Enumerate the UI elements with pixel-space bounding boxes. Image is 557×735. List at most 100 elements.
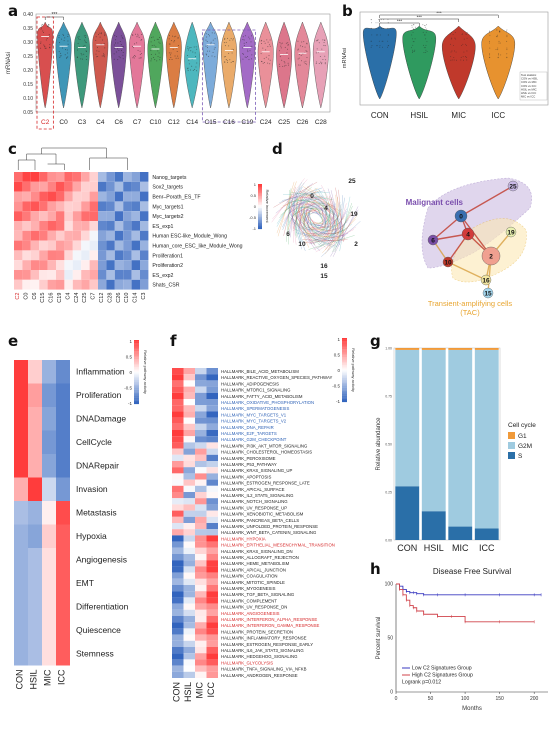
heatmap-cell-f [206, 423, 218, 430]
plot-frame-a [35, 13, 331, 113]
jitter-dot-a [233, 49, 235, 51]
network-edge-d [312, 191, 338, 220]
heatmap-cell-f [206, 647, 218, 654]
jitter-dot-a [153, 39, 155, 41]
violin-b [362, 25, 397, 100]
heatmap-cell-e [14, 454, 28, 478]
jitter-dot-a [133, 54, 135, 56]
heatmap-cell-f [206, 535, 218, 542]
x-tick-b: MIC [451, 111, 466, 120]
cluster-label-d: 2 [354, 241, 358, 248]
graph-node-label-d: 0 [459, 214, 463, 221]
legend-title-e: Relative pathway activity [143, 350, 148, 394]
jitter-dot-a [283, 61, 285, 63]
heatmap-cell-f [206, 566, 218, 573]
col-label-e: ICC [56, 669, 66, 685]
jitter-dot-a [136, 42, 138, 44]
jitter-dot-a [132, 57, 134, 59]
heatmap-cell-f [195, 616, 207, 623]
sig-label-a: *** [51, 12, 57, 18]
x-tick-g: CON [397, 543, 417, 553]
col-label-c: C24 [74, 293, 80, 303]
jitter-dot-a [150, 53, 152, 55]
network-edge-d [310, 222, 323, 227]
jitter-dot-a [60, 52, 62, 54]
heatmap-cell-f [206, 603, 218, 610]
jitter-dot-b [387, 27, 389, 29]
cluster-label-d: 10 [298, 241, 306, 248]
row-label-c: Myc_targets1 [152, 204, 183, 210]
graph-node-d [507, 180, 519, 192]
heatmap-cell-f [206, 572, 218, 579]
jitter-dot-a [303, 61, 305, 63]
heatmap-cell-c [39, 191, 48, 202]
network-edge-d [306, 207, 324, 212]
row-label-f: HALLMARK_HEME_METABOLISM [221, 561, 290, 566]
jitter-dot-b [450, 51, 452, 53]
jitter-dot-a [320, 61, 322, 63]
heatmap-cell-c [131, 181, 140, 192]
jitter-dot-a [67, 43, 69, 45]
legend-gradient-c [258, 218, 262, 221]
jitter-dot-a [225, 41, 227, 43]
heatmap-cell-c [89, 250, 98, 261]
jitter-dot-a [190, 46, 192, 48]
legend-tick-e: 0.5 [126, 355, 133, 360]
heatmap-cell-c [123, 240, 132, 251]
heatmap-cell-f [183, 492, 195, 499]
jitter-dot-a [60, 55, 62, 57]
jitter-dot-a [63, 40, 65, 42]
jitter-dot-a [267, 46, 269, 48]
jitter-dot-a [119, 41, 121, 43]
network-edge-d [296, 200, 312, 220]
network-edge-d [288, 194, 316, 214]
jitter-dot-b [451, 37, 453, 39]
network-edge-d [306, 235, 346, 242]
jitter-dot-a [98, 50, 100, 52]
legend-gradient-f [342, 390, 347, 393]
legend-gradient-f [342, 341, 347, 343]
jitter-dot-a [151, 37, 153, 39]
heatmap-cell-c [98, 279, 107, 290]
legend-label-h: High C2 Signatures Group [412, 673, 473, 679]
legend-tick-e: -1 [128, 401, 132, 406]
network-edge-d [337, 197, 345, 247]
row-label-c: Myc_targets2 [152, 214, 183, 220]
heatmap-cell-f [183, 665, 195, 672]
network-edge-d [302, 239, 345, 241]
heatmap-cell-f [206, 616, 218, 623]
jitter-dot-a [267, 41, 269, 43]
row-label-e: Inflammation [76, 367, 125, 377]
x-tick-g: ICC [479, 543, 495, 553]
chart-c-heatmap: Nanog_targets Sox2_targets Benr–Porath_ES_… [14, 147, 270, 303]
heatmap-cell-c [114, 191, 124, 202]
heatmap-cell-f [183, 423, 195, 430]
jitter-dot-a [85, 42, 87, 44]
heatmap-cell-e [56, 618, 70, 642]
row-label-f: HALLMARK_REACTIVE_OXYGEN_SPECIES_PATHWAY [221, 375, 332, 380]
row-label-c: ES_exp1 [152, 224, 173, 230]
jitter-dot-b [415, 26, 416, 28]
network-edge-d [282, 190, 325, 201]
jitter-dot-a [122, 38, 124, 40]
jitter-dot-a [263, 58, 265, 60]
heatmap-cell-f [172, 585, 184, 592]
heatmap-cell-c [81, 250, 90, 261]
network-edge-d [296, 215, 318, 242]
heatmap-cell-f [172, 399, 184, 406]
x-tick-h: 0 [395, 696, 398, 702]
y-axis-label-h: Percent survival [376, 617, 382, 660]
row-label-f: HALLMARK_TGF_BETA_SIGNALING [221, 592, 295, 597]
jitter-dot-a [139, 53, 141, 55]
jitter-dot-a [67, 35, 69, 37]
jitter-dot-a [244, 56, 246, 58]
heatmap-cell-e [42, 571, 56, 595]
heatmap-cell-c [64, 181, 73, 192]
network-edge-d [293, 198, 319, 211]
y-tick-g: 0.25 [385, 491, 392, 495]
jitter-dot-a [263, 62, 265, 64]
jitter-dot-a [245, 42, 247, 44]
col-label-c: C26 [116, 293, 122, 303]
row-label-f: HALLMARK_FATTY_ACID_METABOLISM [221, 394, 303, 399]
heatmap-cell-f [206, 485, 218, 492]
